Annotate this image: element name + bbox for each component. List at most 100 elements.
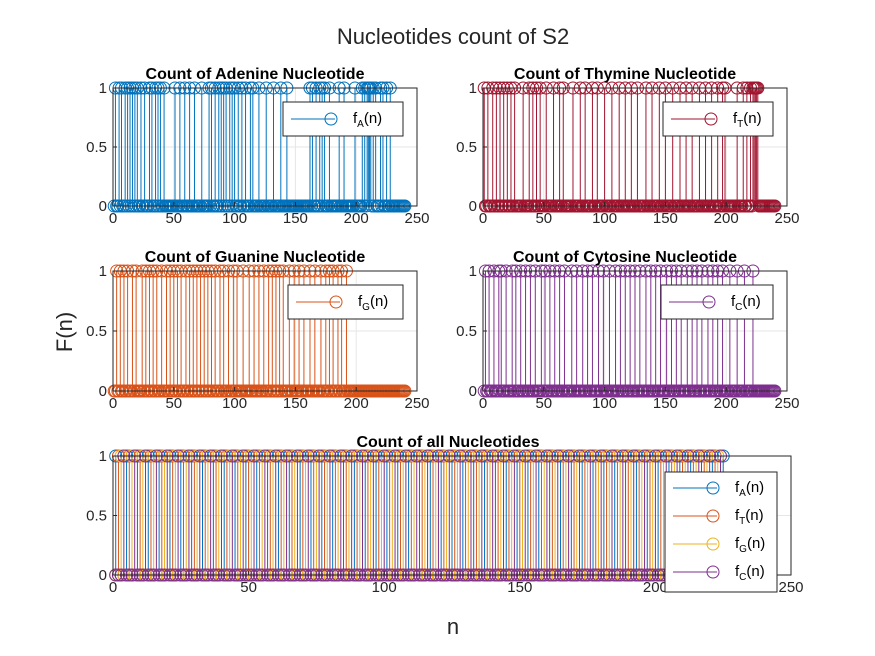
y-tick-label: 1: [99, 263, 107, 280]
x-tick-label: 200: [643, 579, 668, 596]
legend-label-sub: G: [362, 302, 370, 313]
y-tick-label: 0.5: [86, 139, 107, 156]
legend[interactable]: fC(n): [660, 284, 774, 320]
x-tick-label: 0: [109, 210, 117, 227]
x-tick-label: 100: [372, 579, 397, 596]
legend-label: fA(n): [735, 479, 764, 499]
subplot-guanine: 0 50 100 150 200 250 0 0.5 1 Count of Guanine Nuc…: [86, 249, 429, 412]
legend-item-A: fA(n): [673, 479, 764, 499]
legend-marker: [706, 537, 720, 551]
legend-label: fC(n): [735, 563, 765, 583]
x-tick-label: 150: [653, 210, 678, 227]
legend-label-sub: T: [739, 516, 745, 527]
x-tick-label: 200: [714, 210, 739, 227]
x-tick-label: 150: [653, 395, 678, 412]
x-tick-label: 250: [404, 395, 429, 412]
x-tick-label: 0: [109, 579, 117, 596]
y-tick-label: 0: [99, 198, 107, 215]
legend-marker: [706, 565, 720, 579]
x-tick-label: 50: [165, 395, 182, 412]
y-tick-label: 0: [99, 567, 107, 584]
legend-label: fG(n): [358, 293, 388, 313]
x-tick-label: 250: [778, 579, 803, 596]
legend-marker: [706, 509, 720, 523]
legend-label-tail: (n): [747, 535, 765, 552]
legend-marker: [706, 481, 720, 495]
legend-label: fG(n): [735, 535, 765, 555]
y-tick-label: 0: [469, 383, 477, 400]
x-tick-label: 50: [240, 579, 257, 596]
legend[interactable]: fA(n)fT(n)fG(n)fC(n): [664, 471, 778, 593]
y-tick-label: 1: [469, 263, 477, 280]
x-tick-label: 100: [592, 395, 617, 412]
x-tick-label: 100: [592, 210, 617, 227]
x-tick-label: 0: [479, 395, 487, 412]
subplot-adenine: 0 50 100 150 200 250 0 0.5 1 Count of Adenine Nuc…: [86, 66, 429, 227]
subplot-title: Count of all Nucleotides: [356, 434, 539, 451]
legend-label-tail: (n): [370, 293, 388, 310]
subplot-title: Count of Thymine Nucleotide: [514, 66, 736, 83]
legend-marker: [704, 112, 718, 126]
x-tick-label: 50: [535, 395, 552, 412]
subplot-title: Count of Adenine Nucleotide: [146, 66, 365, 83]
legend-label-tail: (n): [746, 479, 764, 496]
legend-marker: [329, 295, 343, 309]
legend-marker: [702, 295, 716, 309]
figure-title: Nucleotides count of S2: [337, 24, 569, 49]
legend-item-T: fT(n): [671, 110, 762, 130]
subplot-thymine: 0 50 100 150 200 250 0 0.5 1 Count of Thymine Nuc…: [456, 66, 799, 227]
legend-label-base: f: [733, 110, 738, 127]
legend-label-base: f: [358, 293, 363, 310]
series-A: [109, 449, 730, 582]
legend-label-sub: A: [357, 119, 364, 130]
y-tick-label: 1: [99, 80, 107, 97]
legend-label: fA(n): [353, 110, 382, 130]
legend-label-tail: (n): [745, 507, 763, 524]
x-tick-label: 150: [283, 210, 308, 227]
legend-label-base: f: [735, 535, 740, 552]
legend-label-sub: C: [735, 302, 742, 313]
legend-label: fT(n): [735, 507, 764, 527]
legend-label-tail: (n): [746, 563, 764, 580]
x-tick-label: 100: [222, 210, 247, 227]
legend-item-G: fG(n): [673, 535, 765, 555]
x-tick-label: 50: [165, 210, 182, 227]
x-tick-label: 100: [222, 395, 247, 412]
legend-item-G: fG(n): [296, 293, 388, 313]
x-tick-label: 50: [535, 210, 552, 227]
subplot-all: 0 50 100 150 200 250 0 0.5 1 Count of all Nucleot…: [86, 434, 803, 596]
legend-item-C: fC(n): [673, 563, 765, 583]
subplot-cytosine: 0 50 100 150 200 250 0 0.5 1 Count of Cytosine Nu…: [456, 249, 799, 412]
x-tick-label: 150: [507, 579, 532, 596]
legend-label-sub: T: [737, 119, 743, 130]
y-tick-label: 1: [99, 448, 107, 465]
y-tick-label: 0.5: [86, 508, 107, 525]
legend-label-tail: (n): [364, 110, 382, 127]
x-tick-label: 0: [109, 395, 117, 412]
subplot-title: Count of Guanine Nucleotide: [145, 249, 366, 266]
y-tick-label: 0: [469, 198, 477, 215]
y-axis-label: F(n): [52, 312, 77, 352]
legend-label-base: f: [353, 110, 358, 127]
legend-label-tail: (n): [743, 110, 761, 127]
y-tick-label: 0.5: [456, 139, 477, 156]
x-tick-label: 150: [283, 395, 308, 412]
legend-item-C: fC(n): [669, 293, 761, 313]
legend-item-A: fA(n): [291, 110, 382, 130]
x-axis-label: n: [447, 614, 459, 639]
legend-label-sub: G: [739, 544, 747, 555]
legend[interactable]: fG(n): [287, 284, 404, 320]
x-tick-label: 250: [774, 210, 799, 227]
y-tick-label: 0.5: [456, 323, 477, 340]
legend[interactable]: fT(n): [662, 101, 774, 137]
legend[interactable]: fA(n): [282, 101, 404, 137]
legend-label-sub: A: [739, 488, 746, 499]
legend-label-base: f: [731, 293, 736, 310]
legend-label: fT(n): [733, 110, 762, 130]
legend-label-sub: C: [739, 572, 746, 583]
x-tick-label: 250: [774, 395, 799, 412]
y-tick-label: 0.5: [86, 323, 107, 340]
x-tick-label: 200: [344, 395, 369, 412]
